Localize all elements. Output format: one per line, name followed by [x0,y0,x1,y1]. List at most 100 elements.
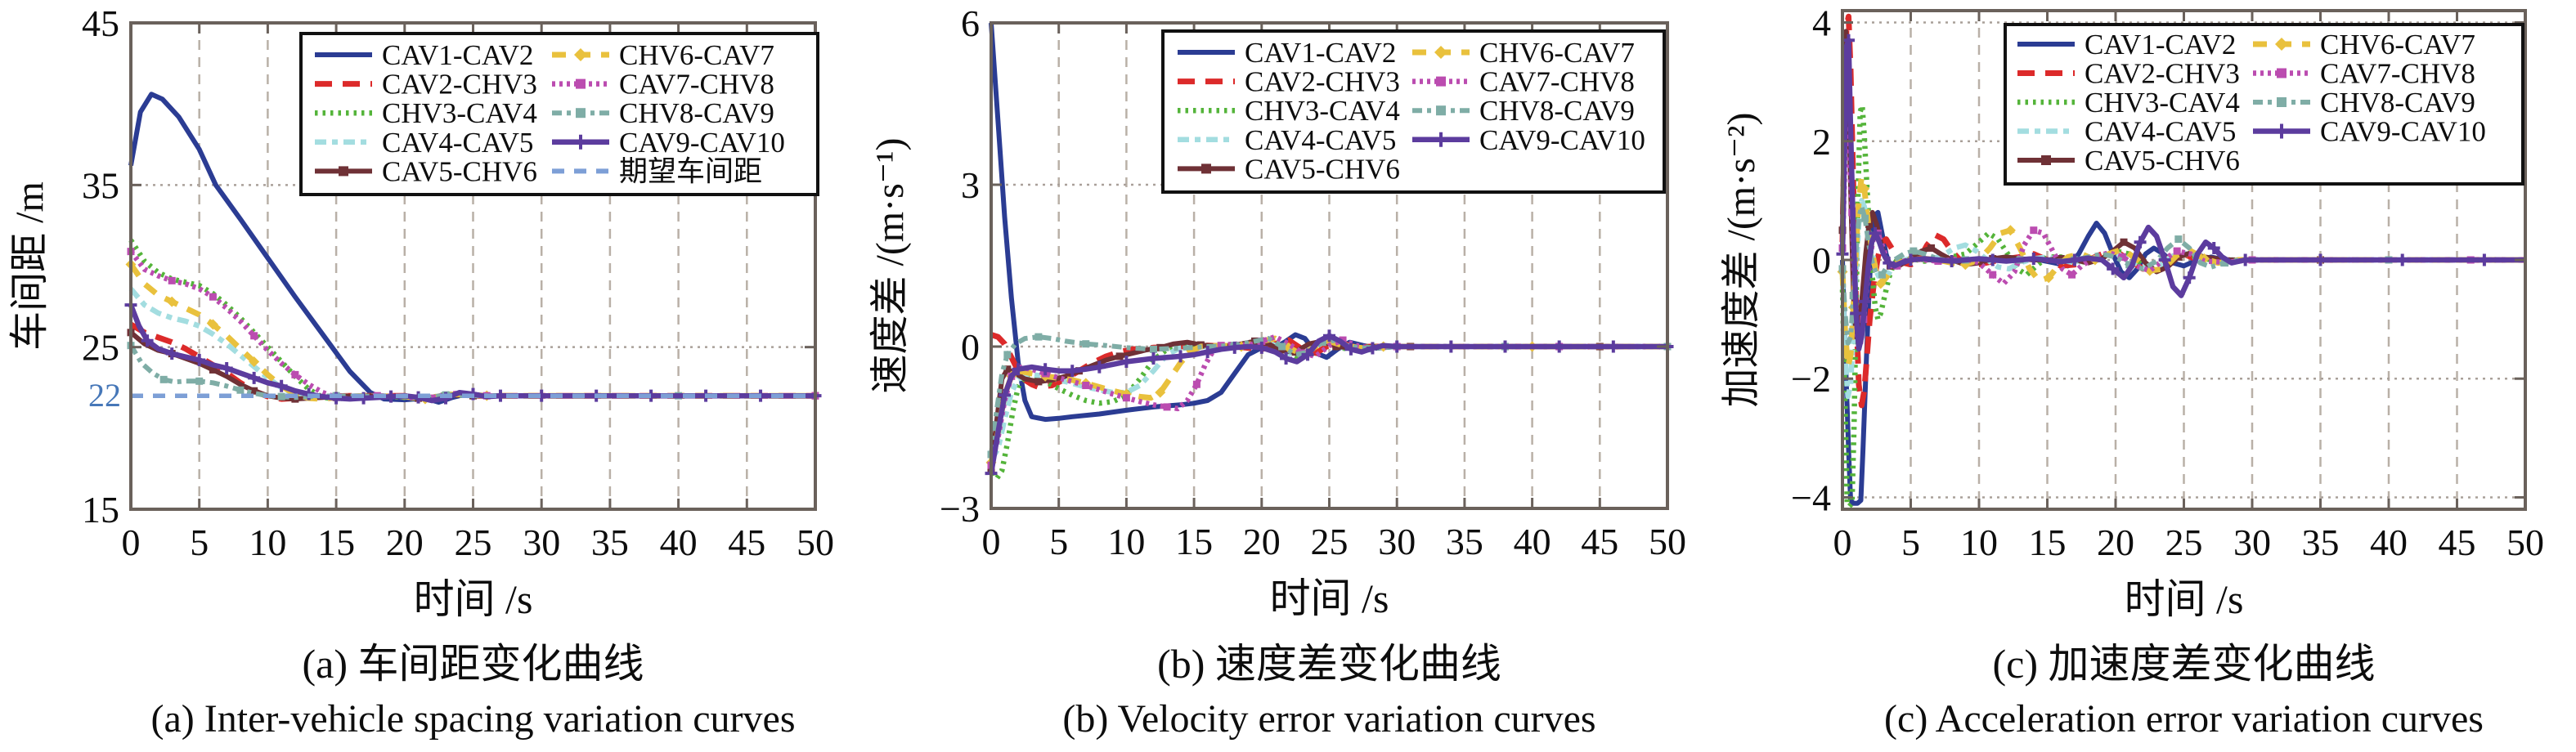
marker-diamond [249,356,260,368]
marker-square [1278,342,1286,351]
legend-label-CHV8-CAV9: CHV8-CAV9 [2320,87,2475,119]
x-tick-label: 20 [2097,521,2134,563]
legend: CAV1-CAV2CAV2-CHV3CHV3-CAV4CAV4-CAV5CAV5… [2004,23,2524,186]
legend-label-CAV5-CHV6: CAV5-CHV6 [382,155,537,187]
y-axis-title: 加速度差 /(m·s⁻²) [1720,112,1763,407]
x-tick-label: 50 [2506,521,2544,563]
y-tick-label: 15 [82,489,119,530]
marker-plus [1093,360,1106,374]
marker-square [1436,105,1446,116]
marker-square [2125,261,2134,269]
x-tick-label: 35 [591,521,629,563]
chart-c-acceleration-error: 0 5 10 15 20 25 30 35 40 45 50 −4 −2 0 2 4 时间 /s 加速度差 /(m… [1717,0,2576,752]
marker-plus [1201,346,1214,359]
x-tick-label: 20 [386,521,424,563]
marker-square [1928,244,1936,252]
marker-diamond [1434,46,1447,59]
x-axis-title: 时间 /s [2125,576,2244,622]
marker-square [1034,378,1043,386]
marker-square [1201,163,1211,174]
marker-square [576,108,586,119]
marker-plus [1255,341,1268,354]
marker-square [1436,76,1446,87]
x-tick-label: 40 [2370,521,2408,563]
marker-plus [2158,253,2171,266]
x-tick-label: 40 [1514,521,1551,562]
marker-square [1149,345,1157,353]
legend-label-CAV1-CAV2: CAV1-CAV2 [2085,29,2236,60]
series-group [124,92,822,405]
x-tick-label: 5 [1049,521,1068,562]
marker-plus [193,354,206,367]
marker-square [2118,253,2126,261]
marker-square [1989,271,1997,279]
axes [129,21,817,511]
x-tick-label: 45 [728,521,765,563]
marker-diamond [2004,225,2016,236]
series-group [1836,13,2525,509]
marker-plus [141,334,154,347]
marker-square [1318,338,1326,347]
desired-spacing-tick-label: 22 [88,377,121,414]
tick-labels: 0 5 10 15 20 25 30 35 40 45 50 15 25 35 45 22 [82,2,834,563]
marker-plus [1344,342,1358,356]
legend-label-CAV9-CAV10: CAV9-CAV10 [2320,116,2486,148]
x-tick-label: 45 [2439,521,2476,563]
chart-b-velocity-error: 0 5 10 15 20 25 30 35 40 45 50 −3 0 3 6 时间 /s 速度差 /(m·s⁻… [859,0,1717,752]
x-tick-label: 30 [2233,521,2271,563]
x-tick-label: 30 [1378,521,1416,562]
y-tick-label: −2 [1791,358,1831,400]
x-tick-label: 35 [2302,521,2340,563]
marker-square [209,365,217,374]
legend-label-CAV7-CHV8: CAV7-CHV8 [1479,66,1635,98]
marker-plus [2274,123,2289,139]
marker-plus [1869,226,1882,239]
marker-plus [275,379,288,392]
marker-square [339,166,348,177]
marker-square [159,375,168,383]
y-tick-label: 3 [961,164,980,206]
legend-label-CAV7-CHV8: CAV7-CHV8 [619,69,774,101]
marker-square [1217,342,1225,350]
marker-square [1034,333,1043,341]
marker-plus [2068,253,2081,266]
y-tick-label: 6 [961,2,980,44]
x-tick-label: 5 [190,521,209,563]
legend-label-CAV5-CHV6: CAV5-CHV6 [1245,153,1400,185]
marker-square [1082,340,1090,348]
legend: CAV1-CAV2CAV2-CHV3CHV3-CAV4CAV4-CAV5CAV5… [1161,29,1666,194]
x-tick-label: 40 [660,521,698,563]
marker-plus [2183,271,2196,284]
legend-label-CAV1-CAV2: CAV1-CAV2 [382,39,533,71]
x-tick-label: 45 [1581,521,1618,562]
marker-plus [2134,235,2147,248]
marker-square [2030,226,2038,235]
legend-label-CHV8-CAV9: CHV8-CAV9 [1479,95,1635,127]
marker-square [236,386,245,394]
marker-square [1082,382,1090,390]
marker-square [168,276,176,284]
marker-plus [1301,348,1314,361]
marker-plus [2314,253,2327,266]
legend: CAV1-CAV2CAV2-CHV3CHV3-CAV4CAV4-CAV5CAV5… [299,32,819,196]
x-tick-label: 10 [249,521,286,563]
x-tick-label: 0 [1833,521,1852,563]
marker-plus [1066,365,1079,378]
x-tick-label: 10 [1960,521,1998,563]
y-tick-label: 2 [1812,121,1831,163]
marker-plus [1553,340,1566,353]
gridlines [131,23,815,509]
marker-plus [1607,340,1620,353]
marker-plus [1905,253,1917,266]
legend-label-CHV8-CAV9: CHV8-CAV9 [619,97,774,129]
marker-plus [1444,340,1457,353]
y-tick-label: 4 [1812,2,1831,44]
marker-square [2174,235,2183,244]
marker-square [2173,247,2181,255]
chart-c-caption-en: (c) Acceleration error variation curves [1884,697,2484,741]
marker-square [576,78,586,89]
tick-labels: 0 5 10 15 20 25 30 35 40 45 50 −4 −2 0 2 4 [1791,2,2544,563]
marker-plus [1228,341,1241,354]
marker-plus [1842,34,1856,47]
marker-square [250,332,258,340]
